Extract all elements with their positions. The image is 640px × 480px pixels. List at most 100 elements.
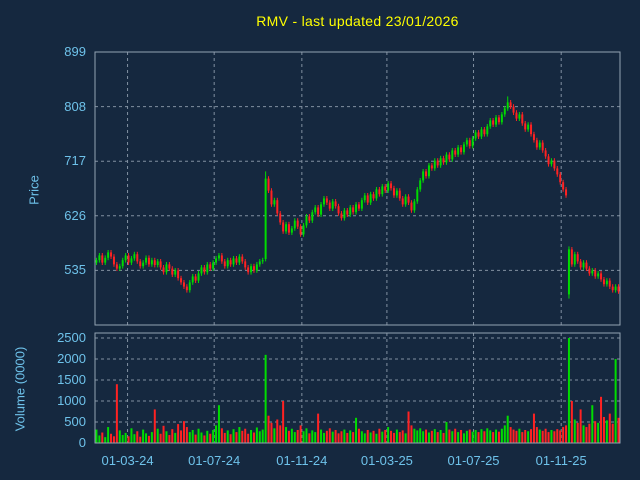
- candle-body: [480, 129, 483, 137]
- candle-body: [188, 282, 191, 291]
- candle-body: [112, 256, 115, 265]
- candle-body: [267, 178, 270, 191]
- volume-bar: [375, 433, 378, 443]
- candle-body: [334, 201, 337, 207]
- volume-bar: [413, 428, 416, 443]
- volume-bar: [331, 431, 334, 443]
- candle-body: [331, 201, 334, 209]
- volume-bar: [439, 429, 442, 443]
- volume-bar: [407, 411, 410, 443]
- candle-body: [95, 260, 98, 263]
- volume-bar: [191, 429, 194, 443]
- candle-body: [305, 216, 308, 226]
- volume-bar: [112, 436, 115, 443]
- volume-bars-group: [95, 338, 620, 443]
- volume-bar: [206, 430, 209, 443]
- candle-body: [238, 256, 241, 263]
- volume-bar: [340, 431, 343, 443]
- volume-bar: [168, 435, 171, 443]
- candle-body: [521, 114, 524, 124]
- volume-bar: [337, 433, 340, 443]
- volume-bar: [390, 430, 393, 443]
- volume-bar: [293, 432, 296, 443]
- candle-body: [582, 262, 585, 268]
- candle-body: [232, 258, 235, 265]
- candle-body: [524, 123, 527, 130]
- volume-bar: [162, 425, 165, 443]
- candle-body: [550, 160, 553, 165]
- volume-bar: [430, 430, 433, 443]
- volume-bar: [500, 428, 503, 443]
- candle-body: [518, 114, 521, 119]
- volume-bar: [602, 416, 605, 443]
- candle-body: [585, 262, 588, 269]
- candle-body: [302, 225, 305, 235]
- date-tick-label: 01-03-24: [101, 453, 154, 468]
- volume-bar: [419, 428, 422, 443]
- volume-bar: [559, 430, 562, 443]
- candle-body: [180, 278, 183, 283]
- volume-bar: [276, 419, 279, 443]
- volume-bar: [104, 437, 107, 443]
- volume-bar: [617, 417, 620, 443]
- candle-body: [495, 117, 498, 125]
- volume-bar: [614, 359, 617, 443]
- volume-bar: [544, 428, 547, 443]
- volume-bar: [229, 434, 232, 443]
- price-tick-label: 626: [64, 207, 86, 223]
- candle-body: [287, 224, 290, 233]
- volume-bar: [145, 433, 148, 443]
- candle-body: [553, 160, 556, 169]
- volume-bar: [372, 430, 375, 443]
- candle-body: [398, 190, 401, 199]
- candle-body: [530, 124, 533, 135]
- volume-bar: [355, 417, 358, 443]
- candle-body: [252, 266, 255, 271]
- volume-bar: [410, 425, 413, 443]
- volume-bar: [101, 432, 104, 443]
- candle-body: [532, 134, 535, 141]
- volume-bar: [600, 396, 603, 443]
- volume-bar: [290, 428, 293, 443]
- volume-bar: [588, 423, 591, 443]
- volume-bar: [156, 428, 159, 443]
- volume-bar: [302, 431, 305, 443]
- candle-body: [401, 198, 404, 205]
- candle-body: [340, 213, 343, 219]
- volume-bar: [147, 435, 150, 443]
- candle-body: [168, 264, 171, 269]
- volume-bar: [273, 428, 276, 443]
- volume-bar: [282, 401, 285, 443]
- volume-bar: [547, 432, 550, 443]
- candle-body: [235, 258, 238, 263]
- candle-body: [363, 195, 366, 201]
- volume-bar: [395, 429, 398, 443]
- volume-bar: [311, 430, 314, 443]
- volume-bar: [433, 429, 436, 443]
- volume-bar: [159, 433, 162, 443]
- candle-body: [107, 252, 110, 258]
- volume-bar: [576, 422, 579, 443]
- volume-bar: [133, 434, 136, 443]
- volume-bar: [325, 430, 328, 443]
- volume-bar: [252, 432, 255, 443]
- candles-group: [95, 96, 620, 299]
- volume-bar: [171, 429, 174, 443]
- volume-bar: [524, 429, 527, 443]
- volume-bar: [506, 415, 509, 443]
- candle-body: [104, 257, 107, 263]
- candle-body: [413, 201, 416, 211]
- candle-body: [395, 190, 398, 196]
- volume-bar: [308, 433, 311, 443]
- candle-body: [366, 195, 369, 203]
- candle-body: [299, 226, 302, 235]
- candle-body: [483, 129, 486, 135]
- volume-bar: [512, 429, 515, 443]
- candle-body: [422, 171, 425, 181]
- candle-body: [156, 261, 159, 265]
- volume-bar: [127, 436, 130, 443]
- volume-bar: [591, 405, 594, 443]
- candle-body: [217, 255, 220, 259]
- candle-body: [255, 264, 258, 271]
- candle-body: [416, 189, 419, 202]
